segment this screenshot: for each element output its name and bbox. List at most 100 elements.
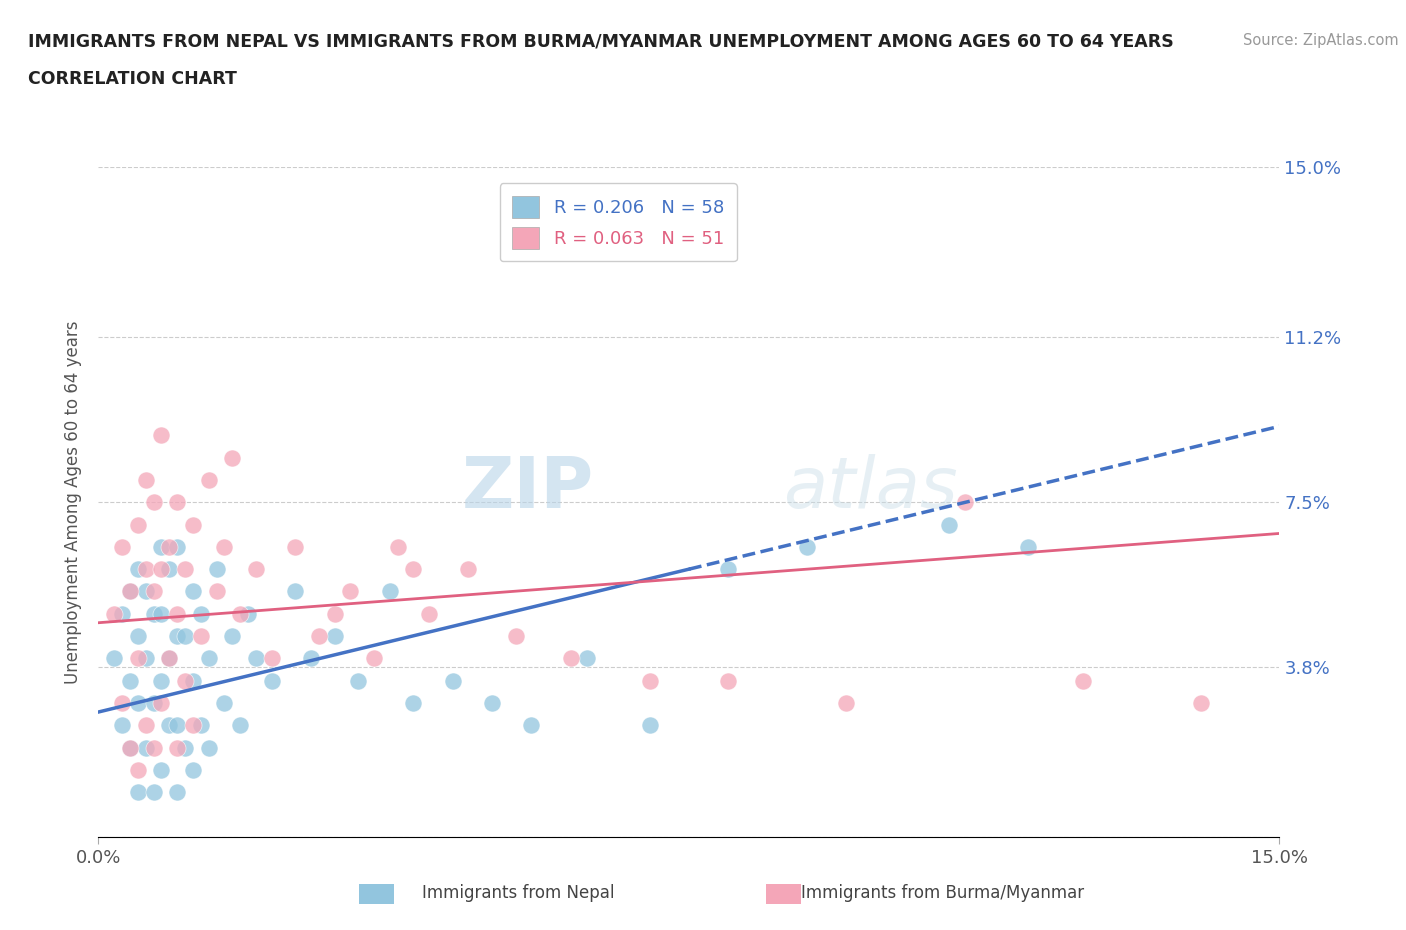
Point [174, 629, 197, 644]
Text: Immigrants from Nepal: Immigrants from Nepal [422, 884, 614, 902]
Point [166, 785, 188, 800]
Point [236, 606, 259, 621]
Point [166, 539, 188, 554]
Point [150, 763, 173, 777]
Point [142, 606, 165, 621]
Point [1189, 696, 1212, 711]
Point [190, 718, 212, 733]
Point [135, 651, 157, 666]
Point [835, 696, 858, 711]
Point [190, 606, 212, 621]
Point [118, 740, 141, 755]
Point [1071, 673, 1094, 688]
Point [135, 740, 157, 755]
Point [127, 763, 149, 777]
Point [150, 562, 173, 577]
Point [142, 740, 165, 755]
Text: CORRELATION CHART: CORRELATION CHART [28, 70, 238, 87]
Point [118, 584, 141, 599]
Point [166, 718, 188, 733]
Point [363, 651, 385, 666]
Point [938, 517, 960, 532]
Point [166, 495, 188, 510]
Text: IMMIGRANTS FROM NEPAL VS IMMIGRANTS FROM BURMA/MYANMAR UNEMPLOYMENT AMONG AGES 6: IMMIGRANTS FROM NEPAL VS IMMIGRANTS FROM… [28, 33, 1174, 50]
Point [505, 629, 527, 644]
Point [174, 562, 197, 577]
Point [387, 539, 409, 554]
Point [560, 651, 582, 666]
Point [339, 584, 361, 599]
Text: ZIP: ZIP [463, 455, 595, 524]
Point [190, 629, 212, 644]
Point [127, 696, 149, 711]
Point [638, 718, 661, 733]
Point [214, 539, 236, 554]
Point [181, 584, 204, 599]
Point [197, 472, 219, 487]
Point [174, 673, 197, 688]
Point [166, 606, 188, 621]
Legend: R = 0.206   N = 58, R = 0.063   N = 51: R = 0.206 N = 58, R = 0.063 N = 51 [499, 183, 737, 261]
Point [181, 763, 204, 777]
Point [323, 629, 346, 644]
Text: Immigrants from Burma/Myanmar: Immigrants from Burma/Myanmar [801, 884, 1084, 902]
Point [135, 472, 157, 487]
Point [135, 718, 157, 733]
Point [221, 450, 243, 465]
Point [111, 696, 134, 711]
Point [638, 673, 661, 688]
Point [135, 584, 157, 599]
Point [150, 696, 173, 711]
Point [135, 562, 157, 577]
Point [174, 740, 197, 755]
Point [418, 606, 440, 621]
Point [127, 651, 149, 666]
Point [103, 651, 125, 666]
Point [197, 651, 219, 666]
Y-axis label: Unemployment Among Ages 60 to 64 years: Unemployment Among Ages 60 to 64 years [65, 321, 83, 684]
Point [575, 651, 598, 666]
Point [181, 718, 204, 733]
Point [127, 517, 149, 532]
Point [221, 629, 243, 644]
Point [481, 696, 503, 711]
Point [441, 673, 464, 688]
Point [245, 651, 267, 666]
Point [150, 539, 173, 554]
Point [142, 584, 165, 599]
Point [118, 740, 141, 755]
Point [953, 495, 976, 510]
Point [284, 539, 307, 554]
Point [347, 673, 370, 688]
Point [166, 629, 188, 644]
Point [214, 696, 236, 711]
Point [284, 584, 307, 599]
Point [127, 562, 149, 577]
Point [520, 718, 543, 733]
Point [229, 606, 252, 621]
Point [157, 718, 180, 733]
Point [197, 740, 219, 755]
Point [205, 584, 228, 599]
Point [166, 740, 188, 755]
Point [157, 651, 180, 666]
Point [157, 651, 180, 666]
Point [111, 606, 134, 621]
Point [111, 718, 134, 733]
Text: Source: ZipAtlas.com: Source: ZipAtlas.com [1243, 33, 1399, 47]
Point [142, 495, 165, 510]
Point [260, 673, 283, 688]
Point [717, 673, 740, 688]
Point [103, 606, 125, 621]
Point [150, 673, 173, 688]
Point [142, 785, 165, 800]
Point [402, 696, 425, 711]
Point [796, 539, 818, 554]
Point [260, 651, 283, 666]
Point [717, 562, 740, 577]
Point [118, 584, 141, 599]
Point [229, 718, 252, 733]
Point [378, 584, 401, 599]
Text: atlas: atlas [783, 455, 957, 524]
Point [299, 651, 322, 666]
